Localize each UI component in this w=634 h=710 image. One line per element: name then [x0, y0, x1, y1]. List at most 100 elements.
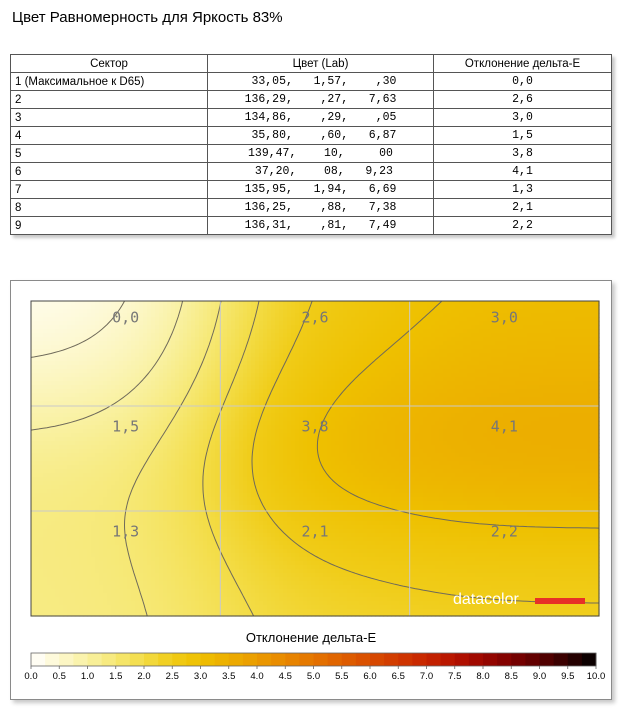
scale-tick-label: 6.5 — [392, 671, 405, 682]
scale-segment — [468, 653, 484, 666]
scale-tick-label: 10.0 — [587, 671, 606, 682]
sector-cell: 4 — [10, 126, 208, 145]
sector-cell: 5 — [10, 144, 208, 163]
scale-segment — [115, 653, 131, 666]
sector-value-label: 0,0 — [112, 309, 139, 327]
contour-lines — [30, 300, 600, 617]
scale-segment — [87, 653, 103, 666]
table-row: 1 (Максимальное к D65) 33,05, 1,57, ,30 0… — [10, 72, 612, 91]
delta-e-cell: 0,0 — [433, 72, 612, 91]
table-header-row: Сектор Цвет (Lab) Отклонение дельта-E — [10, 54, 612, 73]
scale-tick-label: 4.5 — [279, 671, 292, 682]
sector-cell: 7 — [10, 180, 208, 199]
heatmap-panel: 0,0 2,6 3,0 1,5 3,8 4,1 1,3 2,1 2,2 datacolor Откл… — [10, 280, 612, 700]
scale-segment — [299, 653, 314, 666]
table-row: 5 139,47, 10, 00 3,8 — [10, 144, 612, 163]
lab-cell: 37,20, 08, 9,23 — [207, 162, 434, 181]
scale-segment — [228, 653, 244, 666]
col-header-delta-e: Отклонение дельта-E — [433, 54, 612, 73]
scale-tick-label: 0.5 — [53, 671, 66, 682]
scale-tick-label: 5.0 — [307, 671, 320, 682]
scale-tick-label: 3.0 — [194, 671, 207, 682]
contour-line — [202, 300, 260, 617]
scale-tick-label: 8.5 — [505, 671, 518, 682]
delta-e-cell: 2,1 — [433, 198, 612, 217]
table-row: 6 37,20, 08, 9,23 4,1 — [10, 162, 612, 181]
sector-cell: 1 (Максимальное к D65) — [10, 72, 208, 91]
scale-segment — [45, 653, 60, 666]
scale-segment — [242, 653, 258, 666]
sector-value-label: 4,1 — [491, 418, 518, 436]
scale-segment — [144, 653, 159, 666]
scale-segment — [172, 653, 187, 666]
table-row: 8 136,25, ,88, 7,38 2,1 — [10, 198, 612, 217]
lab-cell: 136,25, ,88, 7,38 — [207, 198, 434, 217]
scale-segment — [511, 653, 526, 666]
scale-segment — [384, 653, 399, 666]
scale-segment — [313, 653, 329, 666]
lab-cell: 136,31, ,81, 7,49 — [207, 216, 434, 235]
lab-cell: 33,05, 1,57, ,30 — [207, 72, 434, 91]
scale-title: Отклонение дельта-E — [246, 630, 377, 645]
sector-value-label: 2,1 — [301, 523, 328, 541]
lab-cell: 134,86, ,29, ,05 — [207, 108, 434, 127]
delta-e-cell: 1,5 — [433, 126, 612, 145]
scale-tick-label: 1.0 — [81, 671, 94, 682]
contour-line — [251, 300, 599, 604]
scale-segment — [426, 653, 442, 666]
plot-border — [30, 300, 600, 617]
delta-e-cell: 2,2 — [433, 216, 612, 235]
scale-segment — [31, 653, 46, 666]
scale-segment — [257, 653, 272, 666]
scale-tick-label: 5.5 — [335, 671, 348, 682]
scale-tick-label: 9.0 — [533, 671, 546, 682]
scale-segment — [581, 653, 597, 666]
scale-tick-label: 2.5 — [166, 671, 179, 682]
scale-tick-label: 9.5 — [561, 671, 574, 682]
scale-segment — [327, 653, 343, 666]
scale-segment — [454, 653, 470, 666]
col-header-sector: Сектор — [10, 54, 208, 73]
scale-segment — [285, 653, 300, 666]
sector-grid — [31, 301, 599, 616]
delta-e-cell: 3,8 — [433, 144, 612, 163]
scale-segment — [73, 653, 88, 666]
scale-segment — [341, 653, 357, 666]
table-row: 4 35,80, ,60, 6,87 1,5 — [10, 126, 612, 145]
scale-segment — [59, 653, 74, 666]
lab-cell: 136,29, ,27, 7,63 — [207, 90, 434, 109]
scale-segment — [553, 653, 569, 666]
lab-cell: 139,47, 10, 00 — [207, 144, 434, 163]
scale-tick-label: 3.5 — [222, 671, 235, 682]
scale-segment — [567, 653, 583, 666]
sector-cell: 8 — [10, 198, 208, 217]
scale-segment — [158, 653, 173, 666]
col-header-lab: Цвет (Lab) — [207, 54, 434, 73]
delta-e-cell: 2,6 — [433, 90, 612, 109]
scale-segment — [200, 653, 216, 666]
watermark-bar — [535, 598, 585, 604]
sector-value-label: 2,2 — [491, 523, 518, 541]
scale-segment — [497, 653, 512, 666]
sector-cell: 6 — [10, 162, 208, 181]
lab-cell: 35,80, ,60, 6,87 — [207, 126, 434, 145]
scale-segment — [539, 653, 555, 666]
scale-segment — [370, 653, 385, 666]
scale-segment — [525, 653, 540, 666]
scale-tick-label: 8.0 — [476, 671, 489, 682]
scale-tick-label: 7.5 — [448, 671, 461, 682]
table-row: 3 134,86, ,29, ,05 3,0 — [10, 108, 612, 127]
scale-tick-label: 0.0 — [24, 671, 37, 682]
contour-line — [316, 300, 600, 529]
scale-segment — [355, 653, 371, 666]
sector-value-label: 2,6 — [301, 309, 328, 327]
color-scale-bar — [30, 652, 597, 667]
contour-line — [30, 300, 126, 358]
scale-segment — [186, 653, 201, 666]
scale-segment — [101, 653, 117, 666]
table-row: 7 135,95, 1,94, 6,69 1,3 — [10, 180, 612, 199]
uniformity-table: Сектор Цвет (Lab) Отклонение дельта-E 1 … — [10, 54, 612, 235]
heatmap-chart: 0,0 2,6 3,0 1,5 3,8 4,1 1,3 2,1 2,2 datacolor Откл… — [24, 300, 606, 682]
watermark-logo: datacolor — [453, 591, 519, 608]
sector-cell: 2 — [10, 90, 208, 109]
